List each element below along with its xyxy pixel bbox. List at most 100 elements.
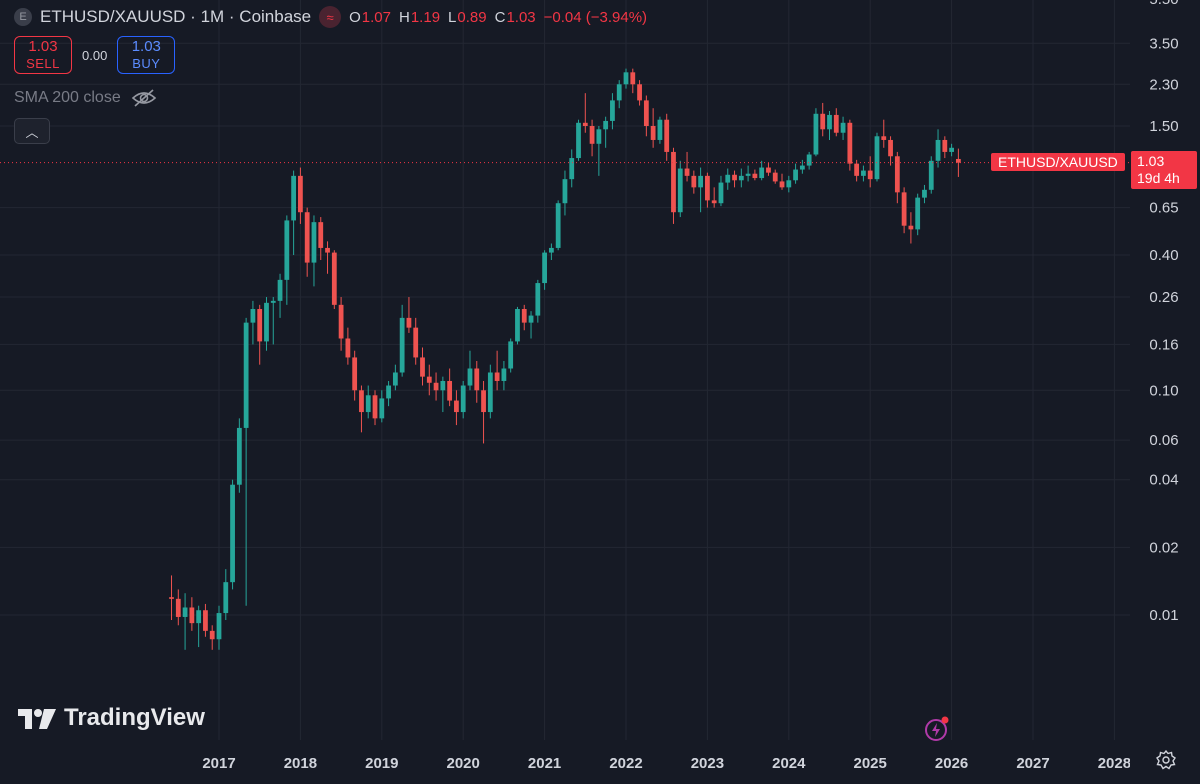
- time-tick-label: 2021: [528, 755, 561, 772]
- candle-body: [901, 192, 907, 226]
- chevron-up-icon: ︿: [25, 124, 39, 140]
- candle-body: [338, 304, 344, 339]
- candle: [650, 108, 656, 148]
- candle: [345, 327, 351, 365]
- price-tick-label: 0.40: [1149, 247, 1178, 264]
- candle: [657, 116, 663, 144]
- candle-body: [772, 172, 778, 182]
- candle: [596, 126, 602, 176]
- candle-body: [203, 610, 208, 631]
- candle: [766, 162, 771, 176]
- candle: [705, 172, 710, 208]
- candle: [555, 200, 561, 251]
- symbol-icon[interactable]: E: [14, 8, 32, 26]
- candle-body: [745, 173, 751, 176]
- candle-body: [725, 174, 731, 183]
- candle-body: [657, 119, 663, 140]
- candle: [582, 93, 588, 133]
- candle: [589, 119, 595, 157]
- candle: [521, 304, 527, 331]
- candle: [684, 151, 690, 182]
- lightning-icon[interactable]: [924, 716, 950, 742]
- price-tick-label: 0.01: [1149, 607, 1178, 624]
- candle: [182, 593, 188, 650]
- candle-body: [515, 308, 520, 342]
- sell-button[interactable]: 1.03 SELL: [14, 36, 72, 74]
- candle: [732, 170, 737, 188]
- candle: [779, 173, 785, 190]
- time-tick-label: 2019: [365, 755, 398, 772]
- candle-body: [209, 630, 215, 640]
- candle: [691, 170, 697, 194]
- candle: [671, 147, 676, 224]
- candle-body: [677, 168, 683, 213]
- candle: [813, 108, 819, 157]
- last-price-tag: 1.03 19d 4h: [1131, 151, 1197, 189]
- candle: [847, 119, 853, 171]
- sma-label[interactable]: SMA 200 close: [14, 89, 121, 106]
- candle-body: [372, 395, 378, 419]
- eye-off-icon[interactable]: [131, 88, 157, 108]
- high-value: 1.19: [410, 8, 441, 26]
- candle: [318, 217, 324, 260]
- candle: [928, 156, 934, 194]
- wave-icon[interactable]: ≈: [319, 6, 342, 28]
- candle: [501, 360, 507, 391]
- close-label: C: [494, 8, 506, 26]
- candle-body: [426, 376, 432, 383]
- candle: [474, 360, 480, 403]
- candle-body: [650, 126, 656, 140]
- tradingview-logo[interactable]: TradingView: [18, 704, 205, 732]
- candle: [243, 317, 249, 606]
- collapse-legend-button[interactable]: ︿: [14, 118, 50, 144]
- gear-icon[interactable]: [1156, 750, 1176, 770]
- indicator-legend: SMA 200 close: [14, 88, 157, 108]
- candle-body: [487, 372, 493, 413]
- candle: [352, 350, 358, 401]
- logo-text: TradingView: [64, 704, 205, 731]
- candle-body: [718, 182, 724, 204]
- candle-body: [759, 167, 765, 179]
- candle-body: [955, 158, 961, 163]
- candle: [440, 376, 446, 413]
- trade-panel: 1.03 SELL 0.00 1.03 BUY: [14, 36, 176, 74]
- buy-label: BUY: [132, 56, 161, 71]
- candle-body: [637, 84, 642, 101]
- candle: [942, 136, 948, 159]
- price-tick-label: 0.06: [1149, 432, 1178, 449]
- chart-grid: [0, 0, 1130, 740]
- candle: [433, 372, 439, 401]
- tradingview-logo-icon: [18, 709, 56, 729]
- candle: [569, 149, 575, 188]
- candle-body: [508, 341, 514, 369]
- price-tick-label: 5.50: [1149, 0, 1178, 8]
- symbol-title[interactable]: ETHUSD/XAUUSD · 1M · Coinbase: [40, 7, 312, 26]
- candle: [460, 380, 466, 419]
- sell-label: SELL: [26, 56, 60, 71]
- candle: [786, 175, 792, 193]
- candle-body: [928, 160, 934, 190]
- candle-body: [352, 357, 358, 391]
- candle-body: [345, 338, 351, 358]
- candle-body: [392, 372, 398, 386]
- buy-button[interactable]: 1.03 BUY: [117, 36, 176, 74]
- candle: [454, 390, 459, 426]
- candle: [508, 338, 514, 373]
- candle: [277, 273, 283, 318]
- candle: [603, 116, 609, 148]
- candle: [725, 168, 731, 190]
- candle: [935, 129, 941, 168]
- candle: [711, 187, 717, 208]
- candle: [793, 163, 798, 184]
- candle: [643, 95, 649, 137]
- candle-body: [576, 122, 581, 159]
- candle: [677, 160, 683, 218]
- candle-body: [806, 154, 812, 166]
- candle-body: [447, 380, 453, 401]
- candle-body: [223, 582, 229, 614]
- candle: [874, 132, 880, 182]
- candle-body: [698, 175, 704, 188]
- time-tick-label: 2028: [1098, 755, 1131, 772]
- price-tick-label: 3.50: [1149, 35, 1178, 52]
